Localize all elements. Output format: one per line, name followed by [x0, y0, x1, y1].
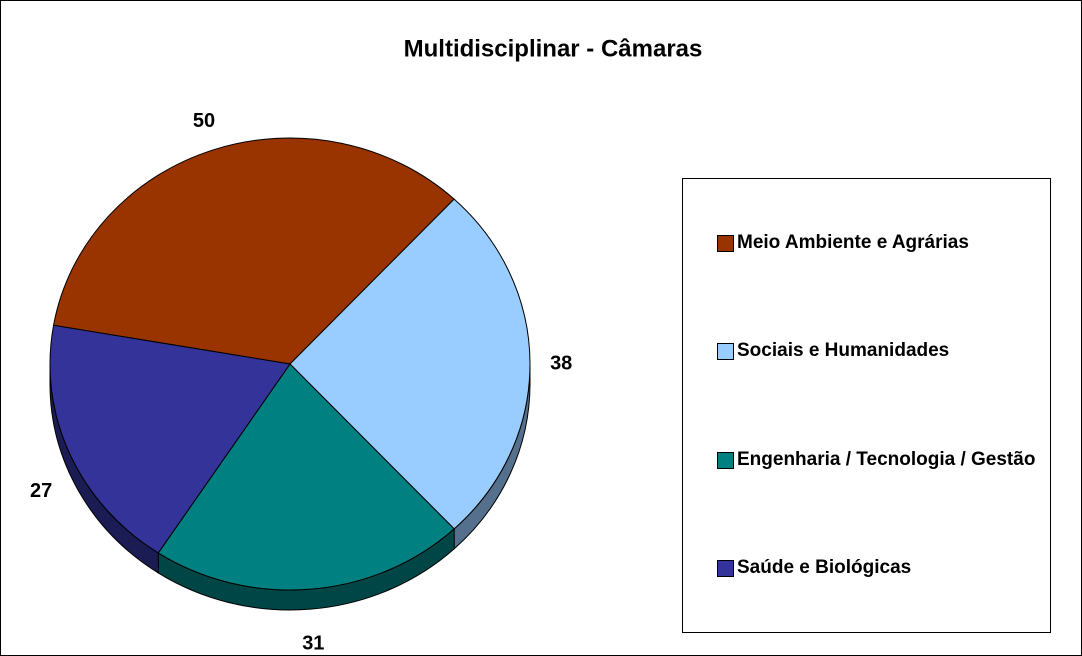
data-label: 27	[30, 480, 52, 502]
chart-title: Multidisciplinar - Câmaras	[404, 35, 703, 62]
legend-label: Engenharia / Tecnologia / Gestão	[737, 448, 1036, 470]
legend-label: Sociais e Humanidades	[737, 340, 950, 362]
legend-item: Engenharia / Tecnologia / Gestão	[717, 448, 1040, 472]
legend: Meio Ambiente e Agrárias Sociais e Humani…	[682, 178, 1051, 633]
legend-label: Meio Ambiente e Agrárias	[737, 232, 969, 254]
data-label: 31	[302, 633, 324, 655]
legend-swatch	[717, 235, 734, 253]
data-label: 38	[550, 352, 572, 374]
pie-slice	[49, 324, 291, 554]
legend-swatch	[717, 451, 734, 469]
pie-slice	[157, 363, 455, 591]
pie-slice	[52, 137, 455, 365]
legend-item: Meio Ambiente e Agrárias	[717, 231, 1040, 255]
legend-swatch	[717, 559, 734, 577]
legend-label: Saúde e Biológicas	[737, 556, 912, 578]
legend-item: Saúde e Biológicas	[717, 556, 1040, 580]
legend-swatch	[717, 343, 734, 361]
data-label: 50	[193, 110, 215, 132]
legend-item: Sociais e Humanidades	[717, 339, 1040, 363]
pie-slice	[289, 198, 531, 530]
